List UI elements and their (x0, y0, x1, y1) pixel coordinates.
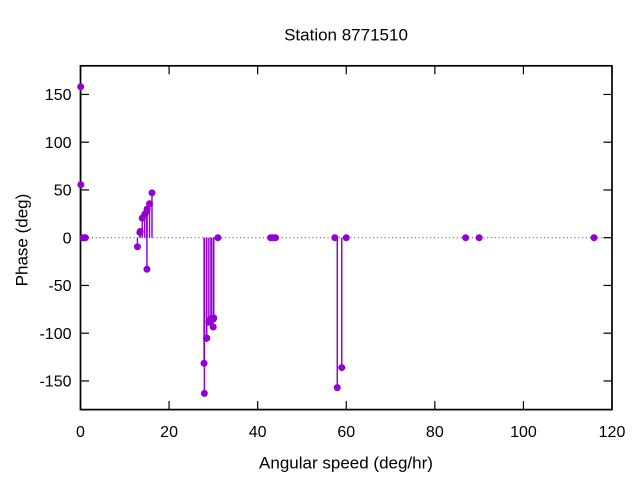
data-point (342, 234, 350, 242)
data-point (203, 334, 211, 342)
x-tick-label: 120 (599, 424, 626, 441)
chart-title: Station 8771510 (284, 26, 408, 45)
data-point (81, 234, 89, 242)
data-point (333, 384, 341, 392)
x-tick-label: 60 (337, 424, 355, 441)
data-point (209, 323, 217, 331)
data-point (133, 243, 141, 251)
x-tick-label: 0 (76, 424, 85, 441)
data-point (200, 389, 208, 397)
data-point (77, 83, 85, 91)
data-point (210, 314, 218, 322)
data-point (214, 234, 222, 242)
data-point (271, 234, 279, 242)
x-axis-label: Angular speed (deg/hr) (259, 454, 433, 473)
data-point (462, 234, 470, 242)
data-point (475, 234, 483, 242)
y-tick-label: -100 (39, 326, 71, 343)
y-tick-label: 100 (45, 135, 72, 152)
x-tick-label: 100 (510, 424, 537, 441)
y-tick-label: 0 (63, 230, 72, 247)
data-point (338, 364, 346, 372)
y-tick-label: -150 (39, 374, 71, 391)
y-tick-label: 150 (45, 87, 72, 104)
data-point (143, 265, 151, 273)
x-tick-label: 40 (249, 424, 267, 441)
data-point (200, 359, 208, 367)
plot-area: 0 20 40 60 80 100 120 -150 -100 -50 0 50 100 150 (39, 64, 626, 441)
data-point (331, 234, 339, 242)
data-point (136, 227, 144, 235)
data-point (143, 205, 151, 213)
y-axis-label: Phase (deg) (13, 194, 32, 287)
data-point (590, 234, 598, 242)
y-tick-label: 50 (54, 183, 72, 200)
data-point (77, 181, 85, 189)
y-tick-label: -50 (48, 278, 71, 295)
data-point (146, 200, 154, 208)
x-tick-label: 20 (160, 424, 178, 441)
data-point (148, 189, 156, 197)
x-tick-label: 80 (426, 424, 444, 441)
